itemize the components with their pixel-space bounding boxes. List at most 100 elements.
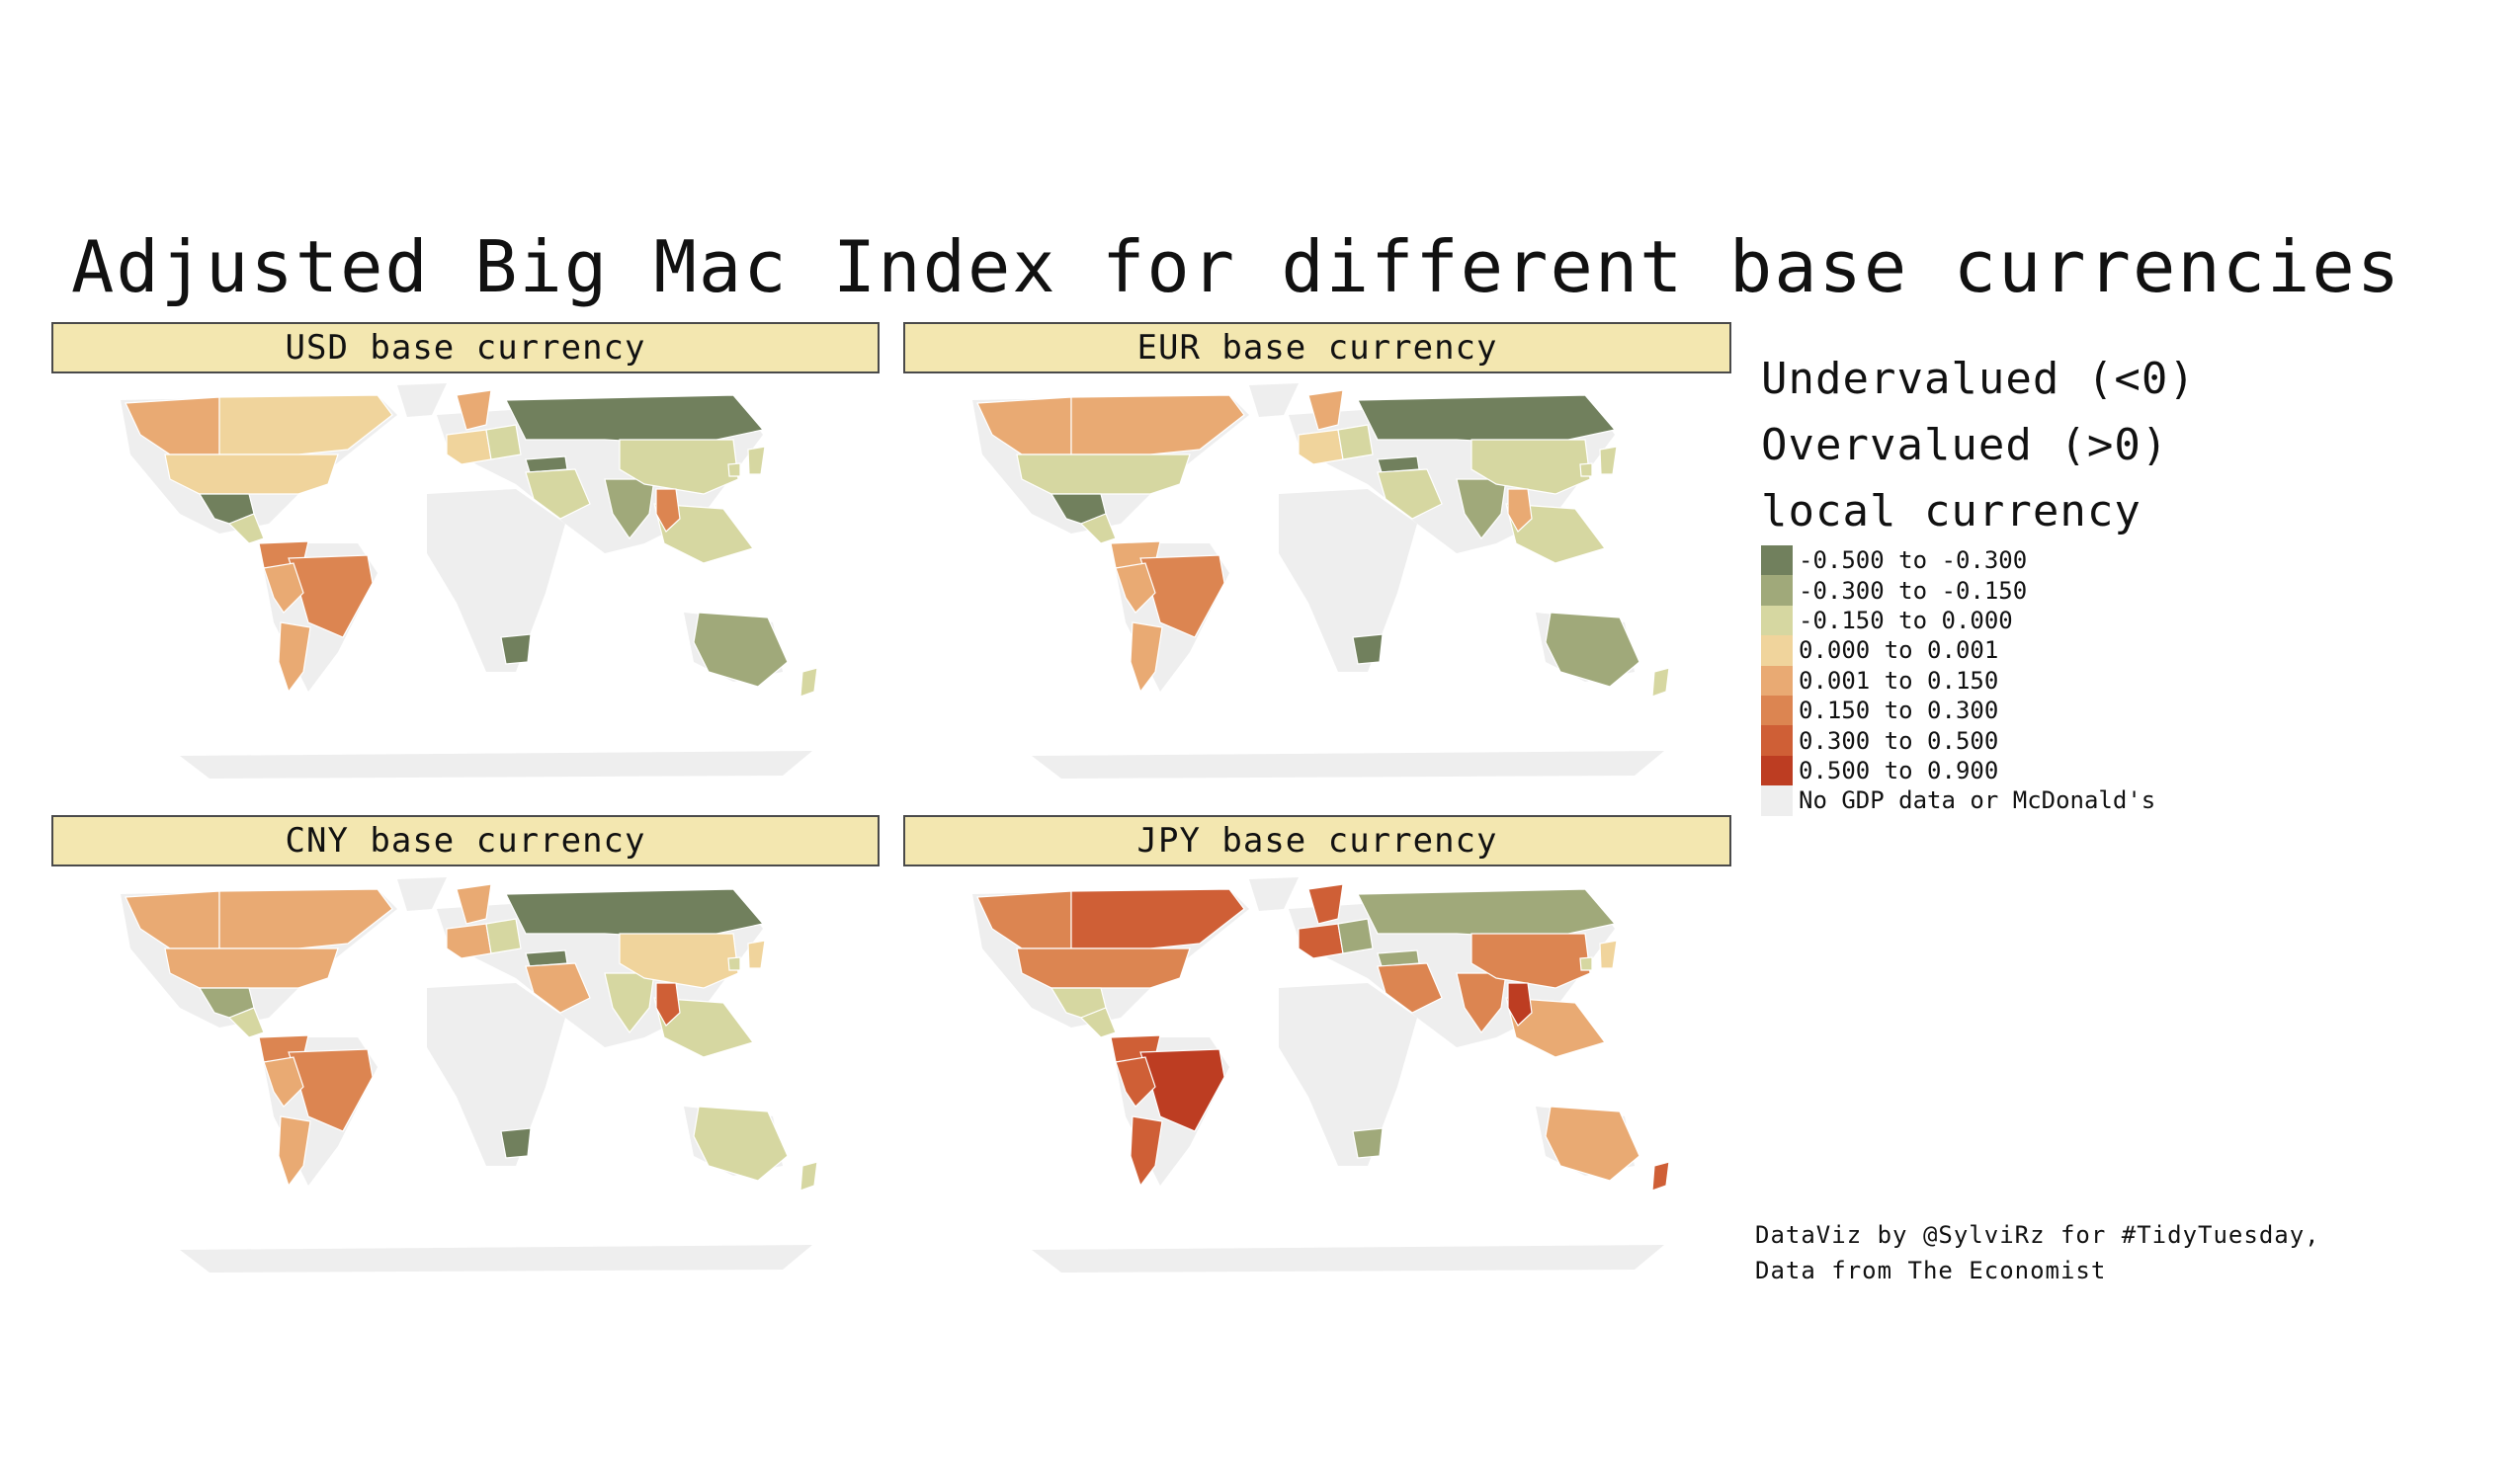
australia-region: [1545, 612, 1640, 688]
russia-region: [505, 888, 765, 940]
land-no-data: [180, 1245, 812, 1273]
argentina-chile-region: [278, 621, 311, 694]
central-america-region: [1079, 1007, 1117, 1038]
legend-label: 0.001 to 0.150: [1799, 666, 1999, 695]
japan-region: [1599, 446, 1618, 475]
western-europe-region: [1298, 429, 1344, 465]
legend-label: 0.150 to 0.300: [1799, 697, 1999, 725]
usa-region: [164, 947, 339, 989]
andes-region: [1115, 562, 1156, 614]
andes-region: [263, 1056, 304, 1108]
china-region: [1470, 933, 1591, 989]
japan-region: [1599, 940, 1618, 969]
land-no-data: [180, 751, 812, 779]
western-europe-region: [1298, 923, 1344, 959]
caption: DataViz by @SylviRz for #TidyTuesday, Da…: [1755, 1217, 2320, 1288]
thailand-region: [655, 488, 681, 533]
south-africa-region: [1352, 1127, 1384, 1159]
legend-label: -0.300 to -0.150: [1799, 576, 2028, 605]
korea-region: [727, 956, 741, 971]
land-no-data: [1032, 751, 1664, 779]
thailand-region: [655, 982, 681, 1027]
korea-region: [727, 462, 741, 477]
chart-title: Adjusted Big Mac Index for different bas…: [71, 225, 2402, 308]
canada-region: [218, 394, 393, 455]
land-no-data: [427, 489, 565, 672]
thailand-region: [1507, 488, 1533, 533]
new-zealand-region: [799, 667, 818, 698]
russia-region: [1357, 888, 1617, 940]
argentina-chile-region: [278, 1115, 311, 1188]
map-usd: [121, 383, 818, 779]
land-no-data: [397, 877, 447, 911]
central-europe-region: [1337, 424, 1374, 460]
canada-region: [218, 888, 393, 949]
australia-region: [1545, 1106, 1640, 1182]
argentina-chile-region: [1130, 1115, 1163, 1188]
legend-label: 0.300 to 0.500: [1799, 726, 1999, 755]
australia-region: [693, 612, 789, 688]
legend-item: 0.150 to 0.300: [1761, 695, 2155, 726]
usa-region: [164, 453, 339, 495]
land-no-data: [1249, 877, 1299, 911]
land-no-data: [1279, 489, 1417, 672]
scandinavia-region: [1307, 389, 1344, 431]
land-no-data: [397, 383, 447, 417]
japan-region: [747, 940, 766, 969]
legend-item: No GDP data or McDonald's: [1761, 785, 2156, 816]
thailand-region: [1507, 982, 1533, 1027]
korea-region: [1579, 462, 1593, 477]
legend-label: -0.150 to 0.000: [1799, 606, 2013, 634]
panel-header-eur: EUR base currency: [903, 322, 1731, 373]
land-no-data: [427, 983, 565, 1166]
australia-region: [693, 1106, 789, 1182]
legend-swatch: [1761, 725, 1793, 756]
legend-swatch: [1761, 665, 1793, 696]
middle-east-region: [525, 468, 591, 520]
caption-line: Data from The Economist: [1755, 1257, 2107, 1284]
legend-swatch: [1761, 635, 1793, 666]
western-europe-region: [446, 923, 492, 959]
legend-label: No GDP data or McDonald's: [1799, 786, 2156, 815]
legend-item: 0.300 to 0.500: [1761, 725, 2155, 756]
legend-item: 0.001 to 0.150: [1761, 665, 2155, 696]
legend-label: -0.500 to -0.300: [1799, 546, 2028, 575]
new-zealand-region: [799, 1161, 818, 1192]
middle-east-region: [1377, 468, 1443, 520]
legend-swatch: [1761, 575, 1793, 606]
legend-item: -0.150 to 0.000: [1761, 605, 2155, 636]
legend-item: -0.500 to -0.300: [1761, 545, 2155, 576]
south-africa-region: [1352, 633, 1384, 665]
legend-title-line: Overvalued (>0): [1761, 420, 2169, 470]
central-america-region: [227, 513, 265, 544]
legend-swatch: [1761, 695, 1793, 726]
legend-label: 0.500 to 0.900: [1799, 756, 1999, 784]
korea-region: [1579, 956, 1593, 971]
andes-region: [1115, 1056, 1156, 1108]
japan-region: [747, 446, 766, 475]
central-america-region: [1079, 513, 1117, 544]
legend-item: 0.500 to 0.900: [1761, 755, 2155, 786]
map-eur: [972, 383, 1670, 779]
central-europe-region: [485, 424, 522, 460]
legend-swatch: [1761, 755, 1793, 786]
scandinavia-region: [456, 883, 492, 925]
land-no-data: [1249, 383, 1299, 417]
new-zealand-region: [1651, 667, 1670, 698]
scandinavia-region: [456, 389, 492, 431]
western-europe-region: [446, 429, 492, 465]
andes-region: [263, 562, 304, 614]
central-europe-region: [485, 918, 522, 954]
middle-east-region: [1377, 962, 1443, 1014]
legend-item: 0.000 to 0.001: [1761, 635, 2155, 666]
legend-title: Undervalued (<0) Overvalued (>0) local c…: [1761, 346, 2196, 544]
russia-region: [1357, 394, 1617, 446]
china-region: [619, 933, 739, 989]
legend-title-line: local currency: [1761, 486, 2142, 536]
scandinavia-region: [1307, 883, 1344, 925]
usa-region: [1016, 947, 1191, 989]
south-africa-region: [500, 1127, 532, 1159]
legend-title-line: Undervalued (<0): [1761, 354, 2196, 404]
map-jpy: [972, 877, 1670, 1273]
new-zealand-region: [1651, 1161, 1670, 1192]
